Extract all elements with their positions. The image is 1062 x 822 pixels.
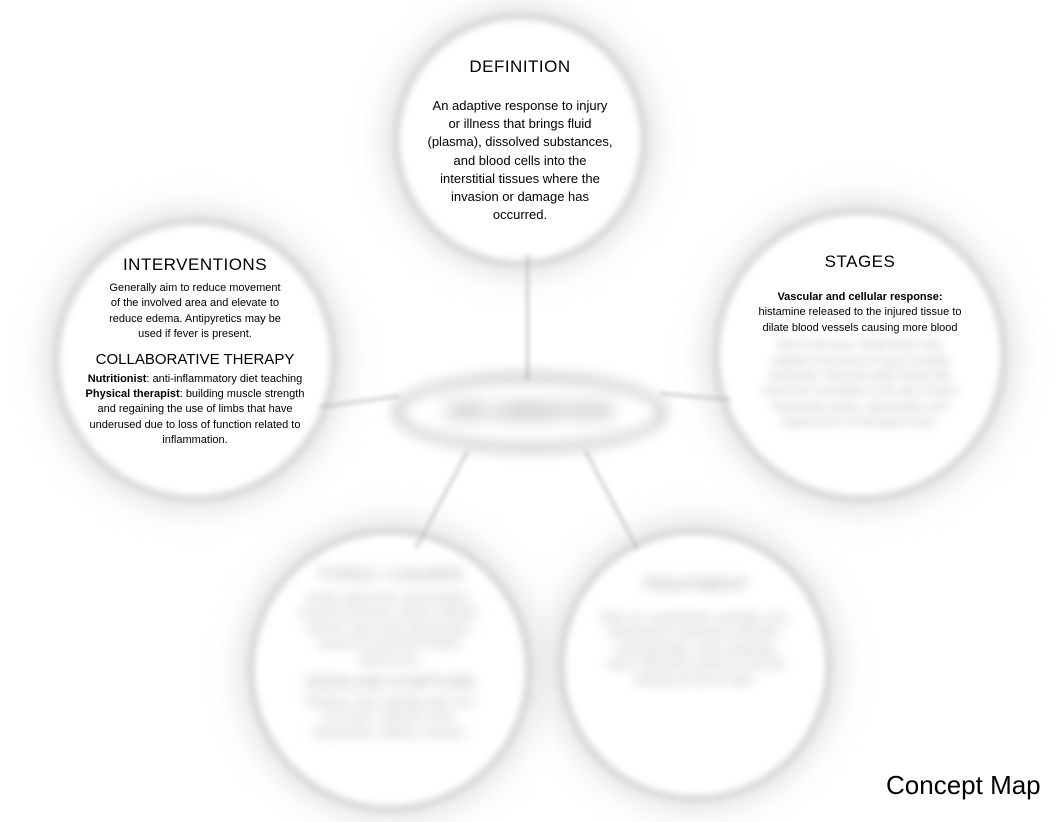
stages-body-blurred: flow to the area. White blood cells migr… [760, 338, 960, 430]
definition-body: An adaptive response to injury or illnes… [425, 97, 615, 224]
types-title: TYPES / CAUSES [317, 565, 464, 585]
interventions-body: Generally aim to reduce movement of the … [105, 281, 285, 343]
interventions-body2: Nutritionist: anti-inflammatory diet tea… [85, 372, 305, 449]
node-stages: STAGES Vascular and cellular response: h… [715, 210, 1005, 500]
types-subtitle: SIGNS AND SYMPTOMS [304, 674, 475, 691]
definition-title: DEFINITION [469, 57, 570, 77]
interventions-title: INTERVENTIONS [123, 255, 267, 275]
stages-body: Vascular and cellular response: histamin… [755, 290, 965, 336]
treatment-title: TREATMENT [641, 575, 748, 595]
footer-label: Concept Map [886, 770, 1041, 801]
nutritionist-label: Nutritionist [88, 373, 147, 385]
nutritionist-text: : anti-inflammatory diet teaching [146, 373, 302, 385]
node-interventions: INTERVENTIONS Generally aim to reduce mo… [55, 220, 335, 500]
connector-br [584, 451, 638, 550]
stages-bold: Vascular and cellular response: [777, 291, 942, 303]
treatment-body: Rest, ice, compression, elevation. Anti-… [600, 611, 790, 688]
node-definition: DEFINITION An adaptive response to injur… [395, 15, 645, 265]
center-node: INFLAMMATION [395, 375, 665, 450]
stages-text: histamine released to the injured tissue… [758, 306, 961, 333]
center-label: INFLAMMATION [448, 401, 613, 424]
types-body: Acute: rapid onset, short duration. Caus… [295, 591, 485, 668]
stages-title: STAGES [825, 252, 896, 272]
types-body2: Redness, heat, swelling, pain, loss of f… [300, 695, 480, 741]
pt-label: Physical therapist [86, 388, 180, 400]
connector-left [320, 394, 400, 408]
node-types: TYPES / CAUSES Acute: rapid onset, short… [250, 530, 530, 810]
node-treatment: TREATMENT Rest, ice, compression, elevat… [560, 530, 830, 800]
connector-top [526, 255, 529, 380]
interventions-subtitle: COLLABORATIVE THERAPY [96, 351, 295, 368]
